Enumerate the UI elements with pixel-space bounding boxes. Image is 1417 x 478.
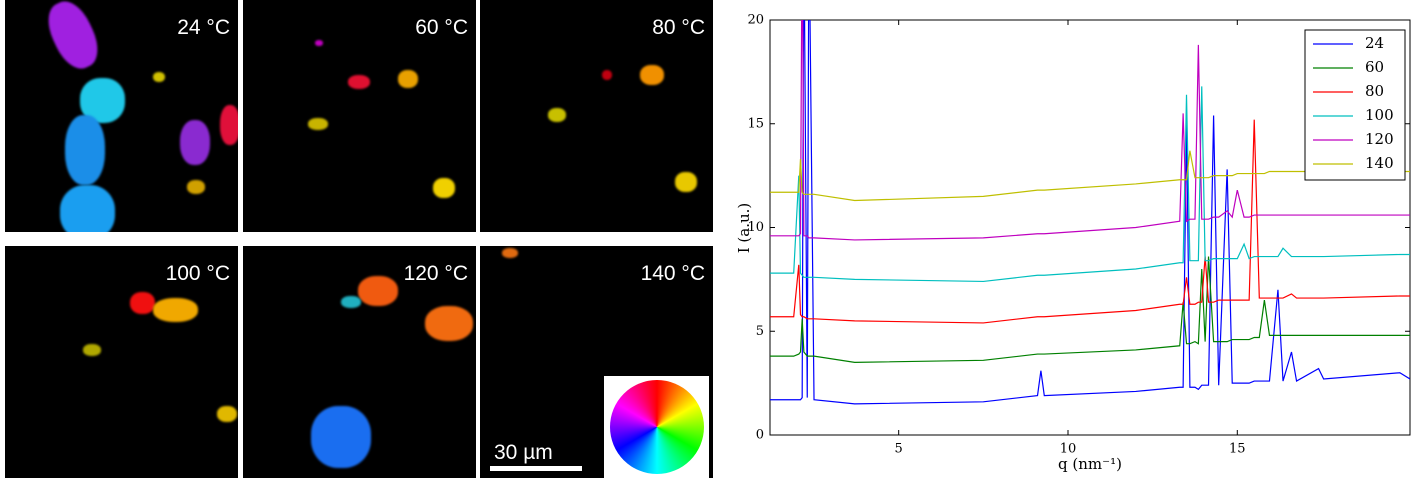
color-wheel bbox=[610, 380, 704, 474]
blob bbox=[83, 344, 101, 356]
series-line bbox=[770, 119, 1410, 324]
y-tick-label: 5 bbox=[756, 324, 764, 339]
legend-label: 120 bbox=[1365, 130, 1394, 148]
panel-label: 24 °C bbox=[177, 16, 230, 39]
blob bbox=[433, 178, 455, 198]
blob bbox=[548, 108, 566, 122]
y-tick-label: 10 bbox=[747, 220, 764, 235]
legend-box bbox=[1304, 29, 1406, 181]
blob bbox=[311, 406, 371, 468]
blob bbox=[153, 72, 165, 82]
blob bbox=[180, 120, 210, 165]
color-key-frame bbox=[604, 376, 709, 478]
y-axis-label: I (a.u.) bbox=[735, 203, 753, 254]
series-line bbox=[770, 20, 1410, 405]
blob bbox=[153, 298, 198, 322]
blob bbox=[358, 276, 398, 306]
image-panel: 80 °C bbox=[480, 0, 713, 232]
x-tick-label: 5 bbox=[895, 442, 903, 457]
image-panel: 140 °C 30 µm bbox=[480, 246, 713, 478]
blob bbox=[308, 118, 328, 130]
plot-area bbox=[770, 20, 1410, 405]
legend-label: 24 bbox=[1365, 34, 1384, 52]
blob bbox=[341, 296, 361, 308]
blob bbox=[315, 40, 323, 46]
image-panel: 100 °C bbox=[5, 246, 238, 478]
blob bbox=[220, 105, 238, 145]
panel-label: 60 °C bbox=[415, 16, 468, 39]
y-tick-label: 0 bbox=[756, 428, 764, 443]
panel-label: 140 °C bbox=[640, 262, 705, 285]
panel-label: 100 °C bbox=[165, 262, 230, 285]
blob bbox=[130, 292, 155, 314]
scale-bar bbox=[490, 466, 582, 471]
blob bbox=[640, 65, 664, 85]
legend-label: 60 bbox=[1365, 58, 1384, 76]
plot-frame bbox=[769, 19, 1411, 436]
image-panel: 60 °C bbox=[243, 0, 476, 232]
blob bbox=[348, 75, 370, 89]
series-line bbox=[770, 256, 1410, 363]
x-tick-label: 15 bbox=[1229, 442, 1246, 457]
y-tick-label: 15 bbox=[747, 116, 764, 131]
series-line bbox=[770, 150, 1410, 202]
blob bbox=[65, 115, 105, 185]
blob bbox=[502, 248, 518, 258]
blob bbox=[675, 172, 697, 192]
series-line bbox=[770, 86, 1410, 283]
series-line bbox=[770, 20, 1410, 241]
scale-bar-label: 30 µm bbox=[494, 441, 553, 464]
blob bbox=[217, 406, 237, 422]
x-axis-label: q (nm⁻¹) bbox=[1058, 455, 1122, 473]
blob bbox=[187, 180, 205, 194]
legend-label: 100 bbox=[1365, 106, 1394, 124]
blob bbox=[602, 70, 612, 80]
y-tick-label: 20 bbox=[747, 13, 764, 28]
panel-label: 120 °C bbox=[403, 262, 468, 285]
blob bbox=[398, 70, 418, 88]
blob bbox=[425, 306, 473, 341]
image-panel: 120 °C bbox=[243, 246, 476, 478]
legend-label: 140 bbox=[1365, 154, 1394, 172]
x-tick-label: 10 bbox=[1060, 442, 1077, 457]
panel-label: 80 °C bbox=[652, 16, 705, 39]
legend-label: 80 bbox=[1365, 82, 1384, 100]
blob bbox=[60, 185, 115, 232]
image-panel: 24 °C bbox=[5, 0, 238, 232]
